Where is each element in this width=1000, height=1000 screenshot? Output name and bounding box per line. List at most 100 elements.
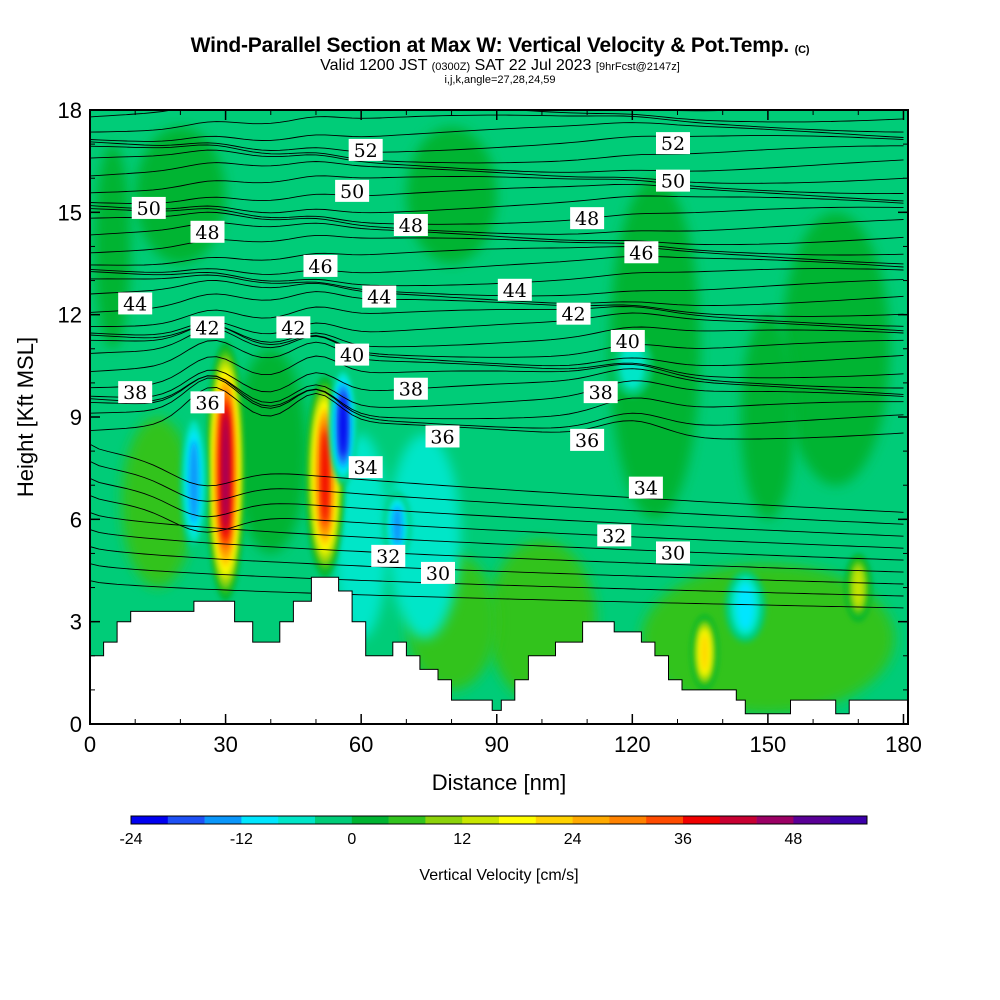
label-text: 48 xyxy=(575,208,599,230)
isentrope-label: 42 xyxy=(556,302,591,326)
colorbar-swatch xyxy=(315,816,353,824)
label-text: 52 xyxy=(354,140,378,162)
y-tick-label: 3 xyxy=(70,610,82,635)
label-box xyxy=(348,456,383,479)
label-text: 46 xyxy=(629,242,653,264)
isentrope-line xyxy=(90,563,904,597)
label-text: 34 xyxy=(354,457,378,479)
colorbar-swatch xyxy=(241,816,279,824)
isentrope-label: 32 xyxy=(597,524,632,547)
label-text: 38 xyxy=(589,382,613,404)
y-tick-label: 9 xyxy=(70,405,82,430)
colorbar-swatch xyxy=(462,816,500,824)
isentrope-line xyxy=(90,512,904,561)
valid-date: SAT 22 Jul 2023 xyxy=(474,57,592,74)
label-box xyxy=(371,544,406,567)
field-patch xyxy=(406,127,497,264)
label-text: 32 xyxy=(602,525,626,547)
isentrope-line xyxy=(90,312,904,336)
isentrope-line xyxy=(90,110,904,123)
label-box xyxy=(497,278,532,301)
isentrope-label: 52 xyxy=(655,132,690,155)
y-tick-label: 15 xyxy=(58,200,82,225)
label-text: 36 xyxy=(430,426,454,448)
isentrope-label: 34 xyxy=(628,476,663,500)
isentrope-line xyxy=(90,355,904,389)
colorbar: -24 -12 0 12 24 36 48 xyxy=(119,815,868,848)
isentrope-line xyxy=(90,546,904,585)
label-text: 30 xyxy=(426,563,450,585)
isentrope-line xyxy=(90,291,904,317)
label-box xyxy=(628,476,663,499)
colorbar-swatch xyxy=(609,816,647,824)
field-patch xyxy=(740,314,796,520)
field-patch xyxy=(234,348,307,554)
chart-titles: Wind-Parallel Section at Max W: Vertical… xyxy=(0,34,1000,86)
isentrope-label: 36 xyxy=(570,428,605,452)
colorbar-swatch xyxy=(572,816,610,824)
colorbar-frame xyxy=(130,815,868,825)
label-text: 50 xyxy=(661,171,685,193)
isentrope-line xyxy=(90,195,904,214)
terrain xyxy=(90,576,908,724)
copyright-mark: (C) xyxy=(794,44,810,56)
isentrope-line xyxy=(90,495,904,549)
isentrope-label: 42 xyxy=(190,316,225,339)
isentrope-label: 38 xyxy=(393,377,428,401)
isentrope-label: 40 xyxy=(335,343,370,367)
isentrope-line xyxy=(90,280,904,307)
colorbar-title: Vertical Velocity [cm/s] xyxy=(419,867,578,884)
isentrope-line xyxy=(90,324,904,348)
isentropes xyxy=(90,110,904,609)
label-text: 34 xyxy=(634,478,658,500)
colorbar-swatch xyxy=(278,816,316,824)
colorbar-swatch xyxy=(388,816,426,824)
colorbar-tick-label: -12 xyxy=(230,831,253,848)
colorbar-swatch xyxy=(683,816,721,824)
label-box xyxy=(420,561,455,584)
label-box xyxy=(597,524,632,547)
chart-subtitle: Valid 1200 JST (0300Z) SAT 22 Jul 2023 [… xyxy=(0,58,1000,75)
label-text: 38 xyxy=(399,379,423,401)
label-text: 44 xyxy=(123,293,147,315)
isentrope-label: 44 xyxy=(362,285,397,309)
label-box xyxy=(570,207,605,230)
colorbar-swatch xyxy=(756,816,794,824)
label-box xyxy=(190,316,225,339)
isentrope-line xyxy=(90,206,904,225)
velocity-band xyxy=(736,583,755,630)
isentrope-line xyxy=(90,175,904,195)
label-text: 40 xyxy=(616,331,640,353)
isentrope-label: 50 xyxy=(655,169,690,193)
label-text: 38 xyxy=(123,382,147,404)
label-box xyxy=(362,285,397,308)
isentrope-label: 48 xyxy=(570,207,605,230)
isentrope-line xyxy=(90,460,904,525)
velocity-cell xyxy=(206,341,245,602)
label-box xyxy=(118,381,153,404)
colorbar-swatch xyxy=(793,816,831,824)
field-patch xyxy=(334,434,389,639)
velocity-cell xyxy=(383,492,411,561)
plot-area: 52 52 50 50 50 48 48 48 46 46 44 44 44 42 42 42 40 40 38 38… xyxy=(90,110,908,724)
label-text: 48 xyxy=(195,222,219,244)
y-tick-label: 0 xyxy=(70,712,82,737)
label-box xyxy=(335,179,370,202)
isentrope-label: 44 xyxy=(118,292,153,315)
velocity-band xyxy=(339,395,347,456)
isentrope-label: 42 xyxy=(276,316,311,339)
isentrope-line xyxy=(90,144,904,164)
isentrope-line xyxy=(90,211,904,235)
label-text: 52 xyxy=(661,133,685,155)
velocity-cell xyxy=(844,553,872,622)
label-text: 50 xyxy=(340,181,364,203)
label-box xyxy=(610,329,645,352)
label-box xyxy=(393,213,428,236)
label-box xyxy=(583,381,618,404)
isentrope-label: 34 xyxy=(348,456,383,479)
isentrope-line xyxy=(90,328,904,367)
colorbar-swatch xyxy=(204,816,242,824)
velocity-cell xyxy=(724,570,766,643)
velocity-band xyxy=(701,633,708,672)
